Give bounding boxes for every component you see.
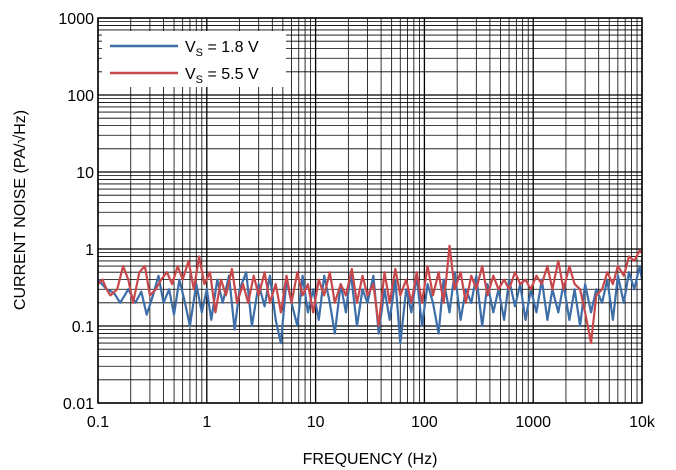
x-tick-label: 10k bbox=[629, 414, 656, 431]
series-layer bbox=[97, 244, 644, 345]
legend-label-5.5v: VS = 5.5 V bbox=[185, 66, 259, 86]
y-tick-label: 1000 bbox=[58, 11, 94, 28]
y-tick-label: 1 bbox=[85, 242, 94, 259]
legend-label-1.8v: VS = 1.8 V bbox=[185, 39, 259, 59]
y-tick-labels: 0.01 0.1 1 10 100 1000 bbox=[58, 11, 94, 413]
legend: VS = 1.8 V VS = 5.5 V bbox=[102, 31, 286, 87]
x-axis-title: FREQUENCY (Hz) bbox=[303, 451, 438, 468]
y-axis-title: CURRENT NOISE (PA/√Hz) bbox=[12, 110, 29, 310]
x-tick-label: 1 bbox=[202, 414, 211, 431]
y-tick-label: 100 bbox=[67, 88, 94, 105]
x-tick-label: 1000 bbox=[515, 414, 551, 431]
series-line-1.8v bbox=[97, 265, 644, 345]
series-line-5.5v bbox=[97, 244, 643, 345]
x-tick-label: 0.1 bbox=[87, 414, 109, 431]
x-tick-label: 100 bbox=[411, 414, 438, 431]
legend-box bbox=[102, 31, 286, 87]
x-tick-labels: 0.1 1 10 100 1000 10k bbox=[87, 414, 656, 431]
plot-frame bbox=[97, 17, 643, 404]
y-tick-label: 0.1 bbox=[72, 319, 94, 336]
y-tick-label: 0.01 bbox=[63, 396, 94, 413]
y-tick-label: 10 bbox=[76, 165, 94, 182]
x-tick-label: 10 bbox=[307, 414, 325, 431]
